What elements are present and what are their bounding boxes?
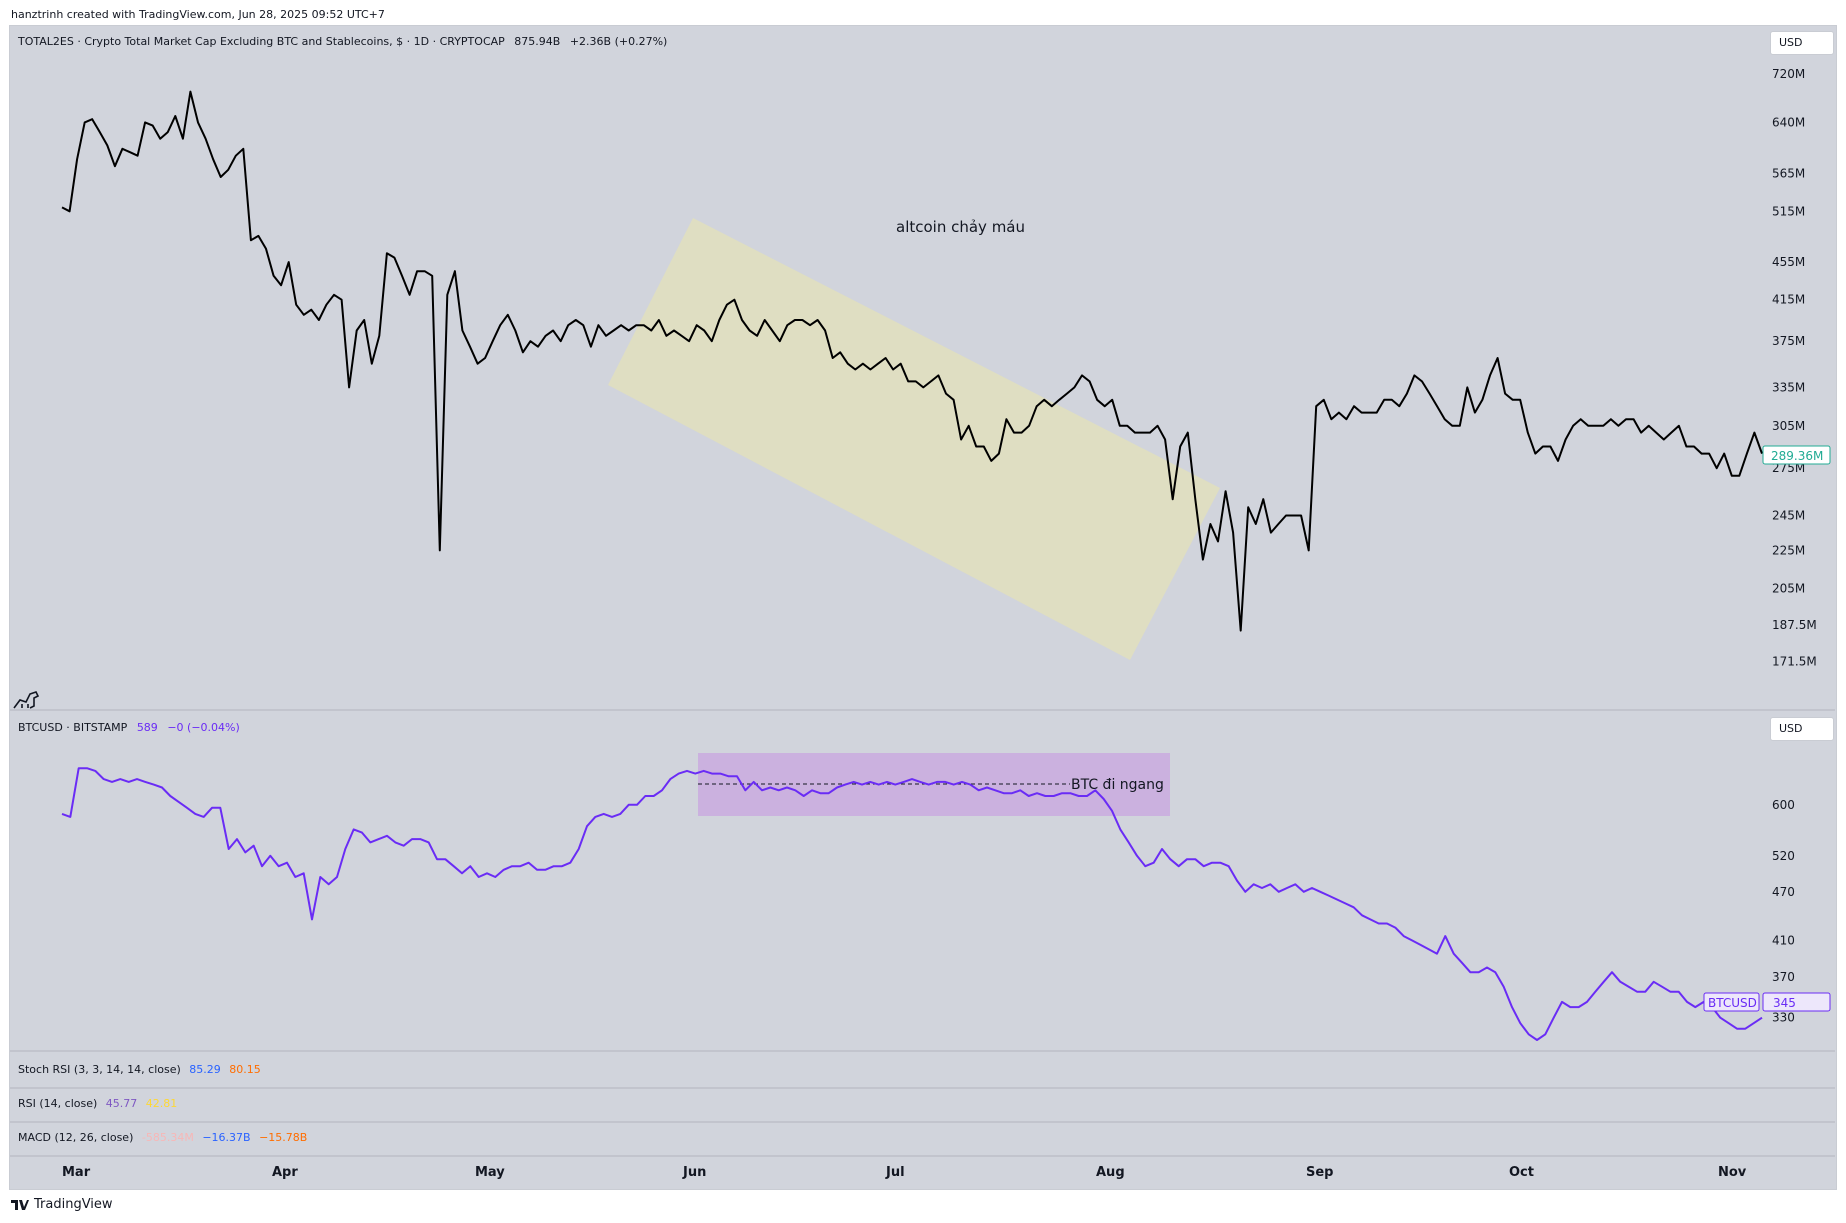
main-price-tag-box (1762, 445, 1831, 465)
main-y-tick: 640M (1772, 115, 1805, 129)
main-y-tick: 515M (1772, 204, 1805, 218)
x-axis-label: Nov (1718, 1165, 1747, 1180)
btc-y-tick: 410 (1772, 933, 1795, 947)
btc-change: −0 (−0.04%) (167, 721, 240, 734)
macd-hist: -585.34M (141, 1131, 194, 1144)
tv-brand: TradingView (34, 1197, 113, 1212)
main-y-tick: 305M (1772, 419, 1805, 433)
main-y-tick: 205M (1772, 582, 1805, 596)
btc-legend[interactable]: BTCUSD · BITSTAMP 589 −0 (−0.04%) (18, 721, 240, 734)
x-axis-label: Mar (62, 1165, 91, 1180)
main-change: +2.36B (+0.27%) (569, 35, 668, 48)
btc-y-tick: 470 (1772, 885, 1795, 899)
macd-label: MACD (12, 26, close) (18, 1131, 134, 1144)
btc-price-tag: 345 (1773, 996, 1796, 1010)
main-y-tick: 245M (1772, 509, 1805, 523)
main-y-tick: 375M (1772, 334, 1805, 348)
main-y-tick: 415M (1772, 293, 1805, 307)
macd-signal: −15.78B (259, 1131, 308, 1144)
btc-y-tick: 520 (1772, 849, 1795, 863)
btc-y-tick: 370 (1772, 970, 1795, 984)
btc-value: 589 (136, 721, 158, 734)
stoch-rsi-legend[interactable]: Stoch RSI (3, 3, 14, 14, close) 85.29 80… (18, 1063, 261, 1076)
macd-value: −16.37B (202, 1131, 251, 1144)
dino-icon (13, 691, 40, 709)
x-axis-label: Jun (682, 1165, 706, 1180)
stoch-label: Stoch RSI (3, 3, 14, 14, close) (18, 1063, 181, 1076)
x-axis-label: Sep (1306, 1165, 1334, 1180)
main-y-tick: 565M (1772, 166, 1805, 180)
main-legend[interactable]: TOTAL2ES · Crypto Total Market Cap Exclu… (18, 35, 667, 48)
x-axis-label: Oct (1509, 1165, 1534, 1180)
x-axis-label: Jul (885, 1165, 905, 1180)
x-axis-label: May (475, 1165, 505, 1180)
main-y-tick: 335M (1772, 380, 1805, 394)
btc-symbol-tag: BTCUSD (1708, 996, 1757, 1010)
main-y-tick: 171.5M (1772, 655, 1817, 669)
btc-y-axis: 600 520 470 410 370 330 (1772, 798, 1795, 1025)
main-series-line (61, 90, 1763, 632)
btc-series-line (61, 767, 1763, 1041)
btc-y-tick: 330 (1772, 1011, 1795, 1025)
tv-logo-icon (11, 1199, 29, 1210)
stoch-k: 85.29 (189, 1063, 221, 1076)
tradingview-logo[interactable]: TradingView (10, 1197, 113, 1212)
main-y-tick: 720M (1772, 67, 1805, 81)
main-series (61, 90, 1763, 632)
creator-credit: hanztrinh created with TradingView.com, … (11, 8, 385, 21)
btc-title: BTCUSD · BITSTAMP (18, 721, 128, 734)
main-value: 875.94B (514, 35, 561, 48)
btc-price-tag-box (1762, 992, 1831, 1012)
btc-currency-button[interactable]: USD (1770, 717, 1834, 741)
x-axis: Mar Apr May Jun Jul Aug Sep Oct Nov (62, 1165, 1747, 1180)
rsi-value: 45.77 (105, 1097, 138, 1110)
chart-frame[interactable] (9, 25, 1837, 1190)
main-title: TOTAL2ES · Crypto Total Market Cap Exclu… (18, 35, 505, 48)
btc-symbol-tag-box (1703, 992, 1760, 1012)
macd-legend[interactable]: MACD (12, 26, close) -585.34M −16.37B −1… (18, 1131, 307, 1144)
x-axis-label: Aug (1096, 1165, 1125, 1180)
main-y-axis: 720M 640M 565M 515M 455M 415M 375M 335M 305M 275M… (1772, 67, 1817, 668)
rsi-ma: 42.81 (145, 1097, 178, 1110)
main-y-tick: 455M (1772, 255, 1805, 269)
main-price-tag: 289.36M (1771, 449, 1823, 463)
main-y-tick: 275M (1772, 461, 1805, 475)
btc-annotation: BTC đi ngang (1071, 777, 1164, 793)
rsi-legend[interactable]: RSI (14, close) 45.77 42.81 (18, 1097, 177, 1110)
descending-channel (608, 218, 1220, 660)
altcoin-annotation: altcoin chảy máu (896, 218, 1025, 236)
stoch-d: 80.15 (229, 1063, 261, 1076)
main-y-tick: 225M (1772, 543, 1805, 557)
main-currency-button[interactable]: USD (1770, 31, 1834, 55)
x-axis-label: Apr (272, 1165, 298, 1180)
btc-series (61, 767, 1763, 1041)
btc-y-tick: 600 (1772, 798, 1795, 812)
rsi-label: RSI (14, close) (18, 1097, 98, 1110)
main-y-tick: 187.5M (1772, 618, 1817, 632)
